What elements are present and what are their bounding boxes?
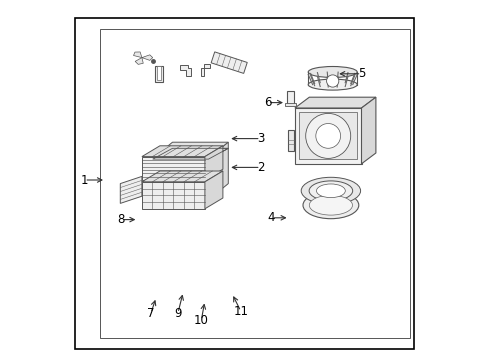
Polygon shape (294, 108, 361, 164)
Text: 8: 8 (118, 213, 125, 226)
Text: 1: 1 (81, 174, 88, 186)
Ellipse shape (307, 79, 356, 90)
Polygon shape (204, 171, 223, 209)
Polygon shape (142, 157, 204, 180)
Bar (101, 29, 409, 338)
Circle shape (326, 75, 338, 87)
Text: 3: 3 (257, 132, 264, 145)
Polygon shape (135, 58, 143, 64)
Bar (211, 52, 247, 73)
Text: 11: 11 (233, 305, 248, 318)
Polygon shape (200, 64, 209, 76)
Text: 5: 5 (357, 67, 365, 80)
Polygon shape (120, 176, 142, 203)
Polygon shape (142, 146, 223, 157)
Circle shape (305, 113, 350, 158)
Bar (286, 91, 293, 104)
Polygon shape (142, 171, 223, 182)
Polygon shape (299, 112, 356, 159)
Polygon shape (294, 97, 375, 108)
Polygon shape (208, 142, 228, 200)
Ellipse shape (308, 181, 352, 201)
Text: 4: 4 (267, 211, 275, 224)
Polygon shape (152, 142, 228, 158)
Polygon shape (152, 148, 228, 159)
Polygon shape (133, 52, 142, 58)
Text: 7: 7 (147, 307, 154, 320)
Text: 6: 6 (264, 96, 271, 109)
Text: 2: 2 (256, 161, 264, 174)
Circle shape (315, 123, 340, 148)
Bar (287, 130, 294, 151)
Ellipse shape (307, 67, 356, 77)
Polygon shape (179, 65, 191, 76)
Polygon shape (361, 97, 375, 164)
Text: 10: 10 (193, 314, 208, 327)
Ellipse shape (309, 195, 352, 215)
Polygon shape (204, 146, 223, 180)
Polygon shape (157, 66, 160, 80)
Polygon shape (142, 55, 152, 60)
Bar (284, 103, 295, 106)
Ellipse shape (316, 184, 345, 198)
Polygon shape (142, 182, 204, 209)
Ellipse shape (303, 192, 358, 219)
Polygon shape (155, 66, 163, 82)
Polygon shape (152, 158, 208, 200)
Text: 9: 9 (174, 307, 181, 320)
Ellipse shape (301, 177, 360, 204)
